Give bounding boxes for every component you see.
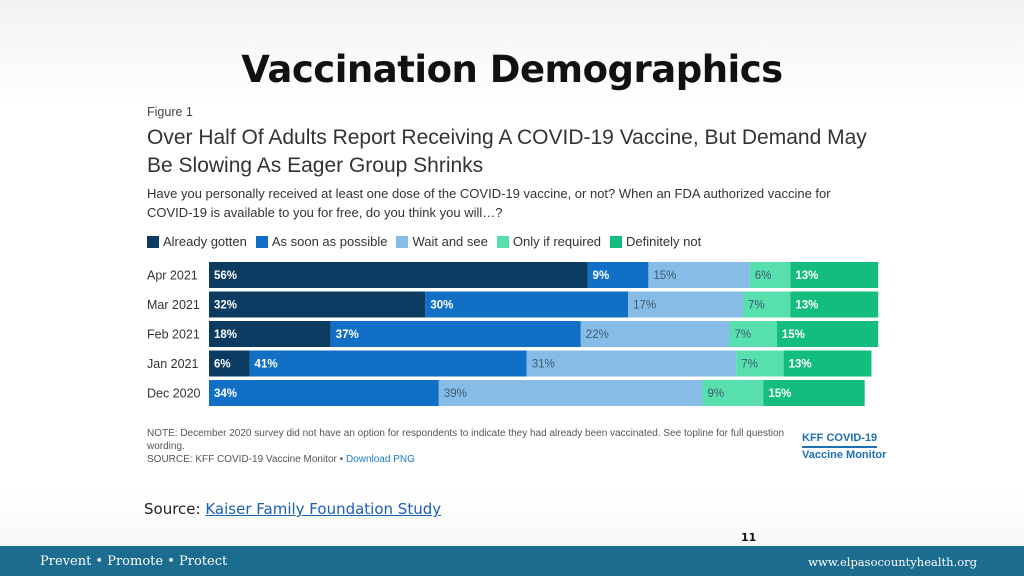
slide-source: Source: Kaiser Family Foundation Study [144, 500, 441, 518]
bar-segment [790, 291, 879, 318]
bar-segment [587, 262, 649, 288]
data-label: 6% [755, 270, 772, 282]
source-link[interactable]: Kaiser Family Foundation Study [205, 500, 442, 518]
chart-source-text: SOURCE: KFF COVID-19 Vaccine Monitor • [147, 454, 344, 465]
category-label: Mar 2021 [147, 298, 200, 312]
data-label: 17% [633, 300, 656, 312]
category-label: Jan 2021 [147, 357, 198, 371]
category-label: Feb 2021 [147, 328, 200, 342]
bar-segment [209, 350, 250, 377]
footer-tagline: Prevent • Promote • Protect [40, 554, 228, 569]
chart-note: NOTE: December 2020 survey did not have … [147, 428, 785, 452]
data-label: 7% [735, 329, 752, 341]
legend-swatch [147, 235, 159, 248]
slide-title: Vaccination Demographics [241, 48, 783, 91]
data-label: 15% [653, 270, 676, 282]
data-label: 32% [214, 300, 237, 312]
bar-segment [776, 321, 879, 347]
legend-swatch [496, 235, 509, 248]
data-label: 13% [795, 270, 818, 282]
stacked-bar-chart: Apr 2021 56% 9% 15% 6% 13% Mar 2021 32% 30% 17% 7%… [147, 262, 879, 406]
bar-segment [580, 321, 730, 347]
data-label: 22% [586, 329, 609, 341]
data-label: 7% [748, 300, 765, 312]
bar-segment [702, 380, 764, 406]
chart-figure: Figure 1 Over Half Of Adults Report Rece… [136, 98, 894, 473]
legend-swatch [610, 235, 623, 248]
data-label: 13% [795, 300, 818, 312]
data-label: 37% [336, 329, 359, 341]
bar-segment [783, 350, 872, 377]
chart-legend: Already gotten As soon as possible Wait an… [147, 234, 710, 249]
data-label: 7% [741, 359, 758, 371]
data-label: 34% [214, 388, 237, 400]
bar-segment [526, 350, 737, 377]
data-label: 13% [789, 359, 812, 371]
legend-item: Wait and see [396, 234, 488, 249]
data-label: 56% [214, 270, 237, 282]
legend-item: Only if required [496, 234, 602, 249]
data-label: 15% [782, 329, 805, 341]
bar-segment [648, 262, 750, 288]
category-label: Apr 2021 [147, 269, 198, 283]
figure-label: Figure 1 [147, 105, 193, 119]
legend-item: Definitely not [610, 234, 701, 249]
bar-segment [209, 380, 439, 406]
bar-segment [790, 262, 879, 288]
category-label: Dec 2020 [147, 387, 201, 401]
kff-logo: KFF COVID-19 Vaccine Monitor [802, 431, 886, 462]
bar-segment [628, 291, 744, 318]
bar-segment [249, 350, 527, 377]
bar-segment [763, 380, 865, 406]
data-label: 15% [768, 388, 791, 400]
bar-segment [438, 380, 703, 406]
bar-segment [209, 262, 588, 288]
legend-label: Already gotten [163, 234, 247, 249]
data-label: 6% [214, 359, 231, 371]
footer-website[interactable]: www.elpasocountyhealth.org [808, 555, 977, 569]
legend-swatch [396, 235, 409, 248]
legend-label: Definitely not [626, 234, 702, 249]
source-label: Source: [144, 500, 201, 518]
data-label: 30% [430, 300, 453, 312]
legend-label: Only if required [512, 234, 602, 249]
bar-segment [743, 291, 791, 318]
page-number: 11 [741, 531, 757, 544]
bar-segment [736, 350, 784, 377]
data-label: 9% [593, 270, 610, 282]
bar-segment [330, 321, 581, 347]
chart-headline: Over Half Of Adults Report Receiving A C… [147, 126, 867, 177]
data-label: 9% [707, 388, 724, 400]
legend-swatch [255, 235, 268, 248]
bar-segment [209, 321, 331, 347]
legend-item: As soon as possible [255, 234, 388, 249]
legend-label: Wait and see [412, 234, 488, 249]
chart-source: SOURCE: KFF COVID-19 Vaccine Monitor • D… [147, 454, 415, 465]
kff-logo-line1: KFF COVID-19 [802, 431, 878, 448]
data-label: 18% [214, 329, 237, 341]
download-png-link[interactable]: Download PNG [345, 454, 415, 465]
survey-question: Have you personally received at least on… [147, 186, 831, 220]
data-label: 41% [255, 359, 278, 371]
data-label: 39% [444, 388, 467, 400]
legend-label: As soon as possible [271, 234, 388, 249]
kff-logo-line2: Vaccine Monitor [802, 449, 887, 461]
legend-item: Already gotten [147, 234, 247, 249]
bar-segment [749, 262, 791, 288]
bar-segment [729, 321, 777, 347]
footer-bar: Prevent • Promote • Protect www.elpasoco… [0, 546, 1024, 576]
bar-segment [209, 291, 426, 318]
data-label: 31% [532, 359, 555, 371]
bar-segment [425, 291, 629, 318]
